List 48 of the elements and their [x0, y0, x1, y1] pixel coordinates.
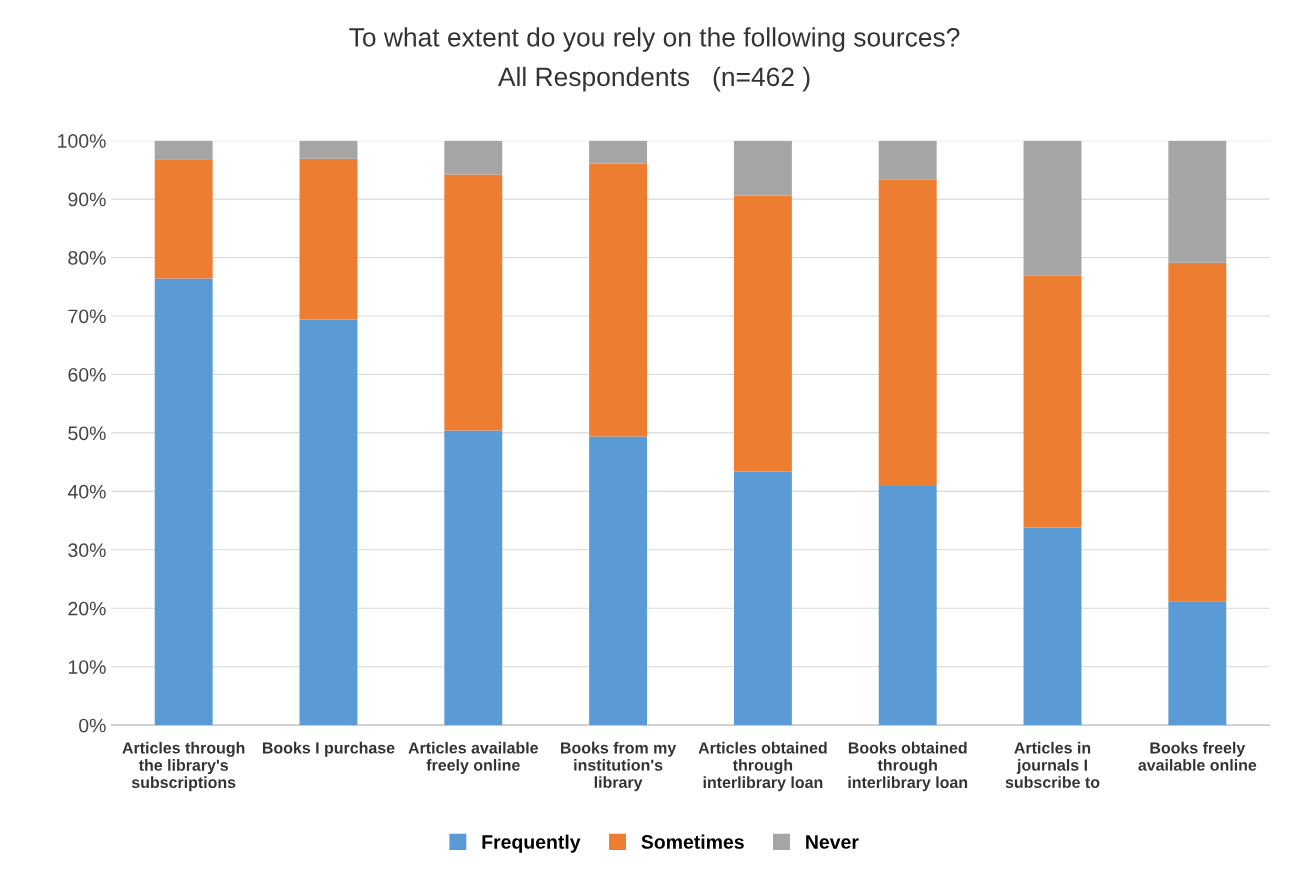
chart-title: To what extent do you rely on the following sources? — [349, 27, 960, 52]
x-tick-label: Articles in journals I subscribe to — [1005, 741, 1100, 788]
bar — [1168, 601, 1227, 726]
y-tick-label: 20% — [68, 601, 106, 616]
bar — [1168, 140, 1227, 263]
bar — [444, 430, 503, 726]
bar — [1023, 140, 1082, 276]
y-tick-label: 0% — [79, 718, 106, 733]
bar — [733, 195, 792, 472]
chart-subtitle: All Respondents (n=462 ) — [497, 66, 810, 92]
bar — [878, 140, 937, 180]
bar — [299, 319, 358, 726]
y-tick-label: 70% — [68, 309, 106, 324]
bar — [733, 140, 792, 196]
y-tick-label: 80% — [68, 251, 106, 265]
bar — [878, 486, 937, 726]
x-tick-label: Articles available freely online — [408, 741, 538, 774]
y-tick-label: 40% — [67, 484, 106, 499]
bar — [1023, 527, 1082, 726]
bar — [1168, 262, 1227, 602]
y-tick-label: 50% — [68, 426, 106, 441]
bar — [154, 140, 213, 160]
bar — [299, 158, 358, 320]
y-tick-label: 30% — [68, 543, 106, 558]
x-tick-label: Articles through the library's subscriptions — [122, 741, 245, 792]
x-tick-label: Books freely available online — [1138, 741, 1257, 771]
bar — [154, 278, 213, 726]
x-tick-label: Books from my institution's library — [561, 741, 677, 792]
legend-label: Frequently — [482, 834, 581, 853]
bar — [589, 140, 648, 164]
bar — [589, 436, 648, 726]
x-tick-label: Books obtained through interlibrary loan — [848, 741, 968, 792]
bar — [444, 174, 503, 431]
x-tick-label: Books I purchase — [262, 741, 395, 757]
bar — [299, 140, 358, 159]
y-tick-label: 10% — [68, 660, 106, 674]
y-tick-label: 60% — [68, 367, 106, 382]
y-tick-label: 90% — [68, 192, 106, 207]
x-tick-label: Articles obtained through interlibrary loan — [698, 741, 827, 792]
bar — [444, 140, 503, 175]
bar — [589, 163, 648, 437]
y-tick-label: 100% — [58, 134, 106, 148]
legend-label: Sometimes — [641, 834, 744, 849]
bar — [154, 159, 213, 279]
bar — [733, 471, 792, 726]
legend-label: Never — [806, 835, 859, 849]
bar — [878, 179, 937, 487]
bar — [1023, 275, 1082, 528]
